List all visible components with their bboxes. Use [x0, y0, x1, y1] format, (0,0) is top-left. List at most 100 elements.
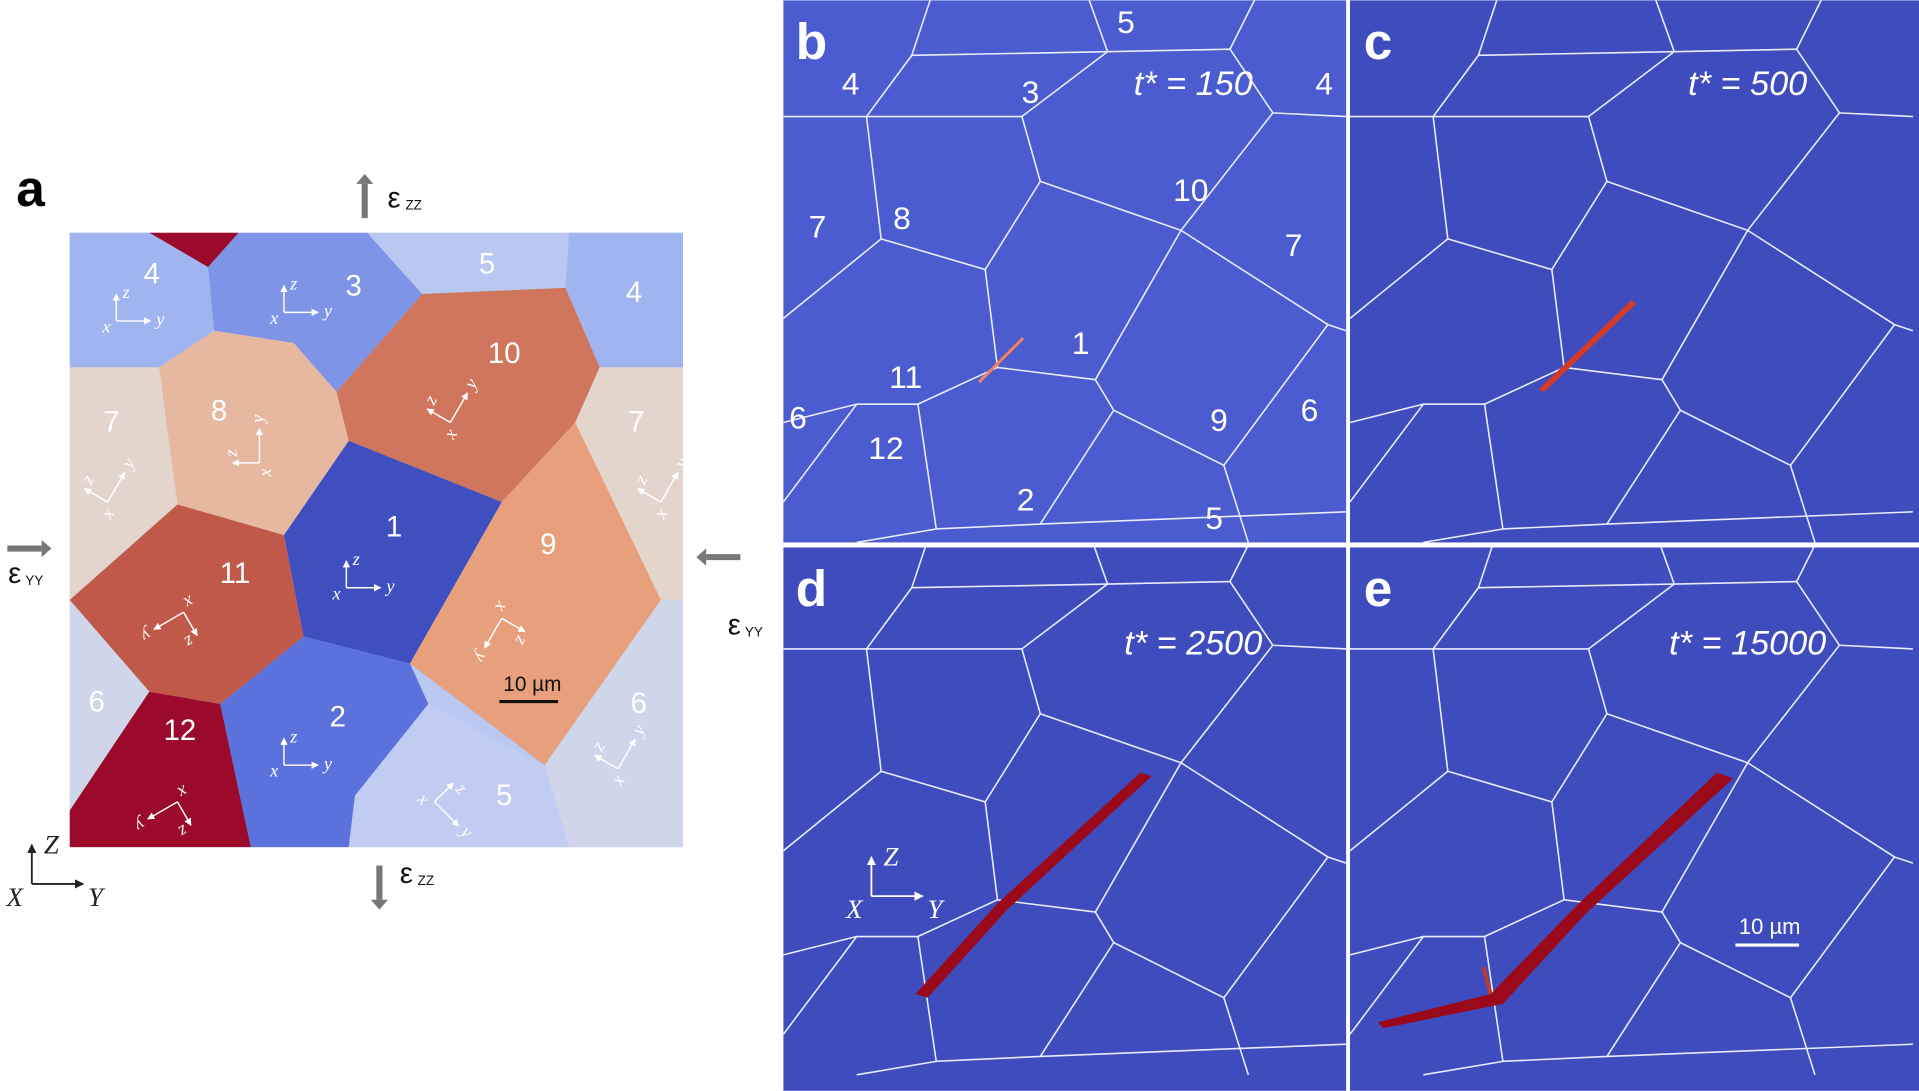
panel-label: c — [1364, 12, 1393, 70]
grain-number: 11 — [889, 359, 922, 395]
strain-symbol: ε — [400, 857, 413, 890]
grain-boundary — [1349, 770, 1449, 852]
grain-number: 5 — [479, 248, 495, 281]
grain-boundary — [1655, 0, 1675, 52]
panel-d: d t* = 2500 ZX Y — [783, 547, 1347, 1091]
grain — [283, 440, 502, 664]
time-label: t* = 15000 — [1669, 624, 1826, 662]
grain-number: 7 — [809, 209, 827, 245]
grain-number: 6 — [1301, 392, 1319, 428]
axis-label: y — [322, 753, 333, 773]
strain-subscript: ZZ — [418, 873, 434, 888]
grain-boundary — [917, 899, 1115, 1063]
strain-subscript: ZZ — [405, 197, 421, 212]
grain-boundary — [1349, 238, 1449, 320]
grain-boundary — [1483, 366, 1682, 530]
grain-boundary — [1660, 547, 1675, 585]
grain-boundary — [911, 547, 927, 588]
grain-boundary — [1661, 762, 1749, 913]
axis-label: X — [5, 882, 24, 912]
panel-background — [783, 547, 1347, 1091]
grain-boundary — [1349, 935, 1424, 956]
strain-subscript: YY — [25, 573, 43, 588]
scale-bar-label: 10 µm — [1739, 914, 1801, 939]
panel-label: e — [1364, 559, 1393, 617]
axis-label: x — [331, 583, 340, 603]
grain — [149, 232, 239, 268]
grain-boundary — [1229, 547, 1248, 582]
strain-symbol: ε — [8, 557, 21, 590]
grain-number: 1 — [386, 511, 402, 544]
crack — [915, 772, 1152, 998]
strain-symbol: ε — [388, 182, 401, 215]
grain-boundary — [856, 528, 937, 543]
axis-label: X — [845, 894, 864, 924]
time-label: t* = 500 — [1688, 65, 1807, 103]
grain — [220, 636, 429, 848]
axis-arrow — [617, 738, 636, 770]
grain-boundary — [1021, 583, 1109, 650]
axis-label: z — [289, 726, 297, 746]
grain-boundary — [1789, 997, 1816, 1076]
grain-boundary — [1606, 1043, 1913, 1058]
grain — [159, 330, 349, 536]
grain-boundary — [1795, 0, 1822, 50]
grain-number: 4 — [842, 65, 860, 101]
panel-image — [1349, 547, 1919, 1091]
grain-boundary — [1588, 51, 1675, 118]
axis-arrow — [636, 487, 662, 503]
local-axes: x y z — [101, 282, 165, 336]
axis-arrow — [594, 754, 619, 770]
axis-label: y — [322, 301, 333, 321]
panel-e: e t* = 15000 10 µm — [1349, 547, 1919, 1091]
grain-number: 9 — [540, 528, 556, 561]
panel-c: c t* = 500 — [1349, 0, 1919, 543]
grain-boundary — [1795, 547, 1815, 582]
grain-boundary — [1588, 583, 1675, 650]
grain-boundary — [1432, 115, 1608, 271]
grain — [336, 287, 600, 503]
axis-arrow — [426, 408, 451, 424]
axis-arrow — [484, 617, 503, 649]
strain-arrowhead — [370, 899, 388, 910]
grain — [409, 422, 661, 766]
grain-boundary — [1661, 229, 1749, 381]
grain-number: 8 — [211, 394, 227, 427]
panel-label: b — [796, 12, 827, 70]
crack — [977, 336, 1025, 384]
grain-boundary — [1040, 1043, 1347, 1058]
crack — [1481, 966, 1493, 995]
axis-arrow — [433, 782, 455, 803]
axis-arrow — [501, 617, 526, 633]
grain-number: 4 — [144, 257, 160, 290]
grain-boundary — [783, 238, 882, 320]
grain-boundary — [1349, 403, 1424, 424]
axis-arrow — [182, 611, 198, 637]
grain-number: 4 — [1315, 65, 1333, 101]
local-axes: x y z — [331, 549, 395, 603]
grain-number: 7 — [628, 405, 644, 438]
panel-background — [1349, 547, 1919, 1091]
grain-boundary — [1094, 229, 1182, 381]
axis-arrow — [153, 611, 184, 630]
axis-label: x — [269, 308, 278, 328]
grain — [69, 367, 178, 600]
grain-number: 5 — [1117, 4, 1135, 40]
axis-label: Y — [928, 894, 946, 924]
panel-image — [783, 0, 1347, 543]
grain — [69, 691, 251, 848]
grain-boundary — [783, 403, 857, 424]
grain-number: 12 — [164, 714, 197, 747]
strain-arrowhead — [41, 539, 52, 558]
grain-number: 1 — [1072, 325, 1090, 361]
grain — [69, 599, 150, 811]
axis-label: Y — [88, 882, 106, 912]
axis-label: x — [101, 316, 110, 336]
scale-bar-label: 10 µm — [503, 673, 561, 696]
axis-arrow — [449, 392, 469, 423]
grain-number: 3 — [346, 270, 362, 303]
grain-number: 6 — [631, 687, 647, 720]
grain-number: 10 — [488, 337, 521, 370]
grain — [544, 599, 683, 848]
